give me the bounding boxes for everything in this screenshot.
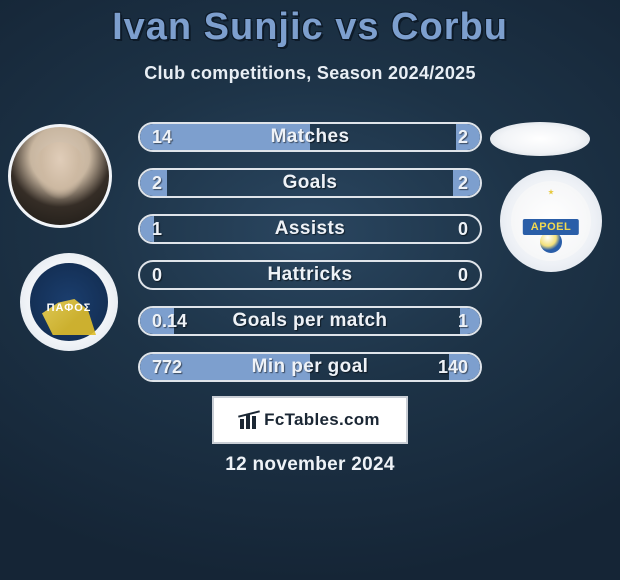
stat-value-right: 140 xyxy=(438,357,468,378)
stat-value-right: 2 xyxy=(458,127,468,148)
stat-row: 772Min per goal140 xyxy=(138,352,482,382)
stat-value-left: 0 xyxy=(152,265,162,286)
stat-label: Goals xyxy=(140,172,480,194)
stat-row: 0Hattricks0 xyxy=(138,260,482,290)
stat-value-right: 0 xyxy=(458,265,468,286)
stat-row: 1Assists0 xyxy=(138,214,482,244)
date-label: 12 november 2024 xyxy=(0,454,620,476)
stat-value-left: 1 xyxy=(152,219,162,240)
stat-value-right: 1 xyxy=(458,311,468,332)
stat-row: 14Matches2 xyxy=(138,122,482,152)
stat-value-right: 0 xyxy=(458,219,468,240)
stat-label: Goals per match xyxy=(140,310,480,332)
credit-text: FcTables.com xyxy=(264,410,380,430)
stat-value-left: 2 xyxy=(152,173,162,194)
player-left-club-badge: ΠΑΦΟΣ xyxy=(20,253,118,351)
fctables-icon xyxy=(240,411,258,429)
stat-value-left: 772 xyxy=(152,357,182,378)
player-right-club-badge xyxy=(500,170,602,272)
stat-row: 2Goals2 xyxy=(138,168,482,198)
player-left-avatar xyxy=(8,124,112,228)
stat-value-left: 14 xyxy=(152,127,172,148)
credit-badge: FcTables.com xyxy=(212,396,408,444)
player-right-avatar xyxy=(490,122,590,156)
subtitle: Club competitions, Season 2024/2025 xyxy=(0,63,620,84)
stat-value-left: 0.14 xyxy=(152,311,187,332)
stat-label: Assists xyxy=(140,218,480,240)
stat-row: 0.14Goals per match1 xyxy=(138,306,482,336)
stat-label: Hattricks xyxy=(140,264,480,286)
page-title: Ivan Sunjic vs Corbu xyxy=(0,6,620,49)
club-left-label: ΠΑΦΟΣ xyxy=(47,302,92,314)
comparison-bars: 14Matches22Goals21Assists00Hattricks00.1… xyxy=(138,122,482,398)
stat-value-right: 2 xyxy=(458,173,468,194)
